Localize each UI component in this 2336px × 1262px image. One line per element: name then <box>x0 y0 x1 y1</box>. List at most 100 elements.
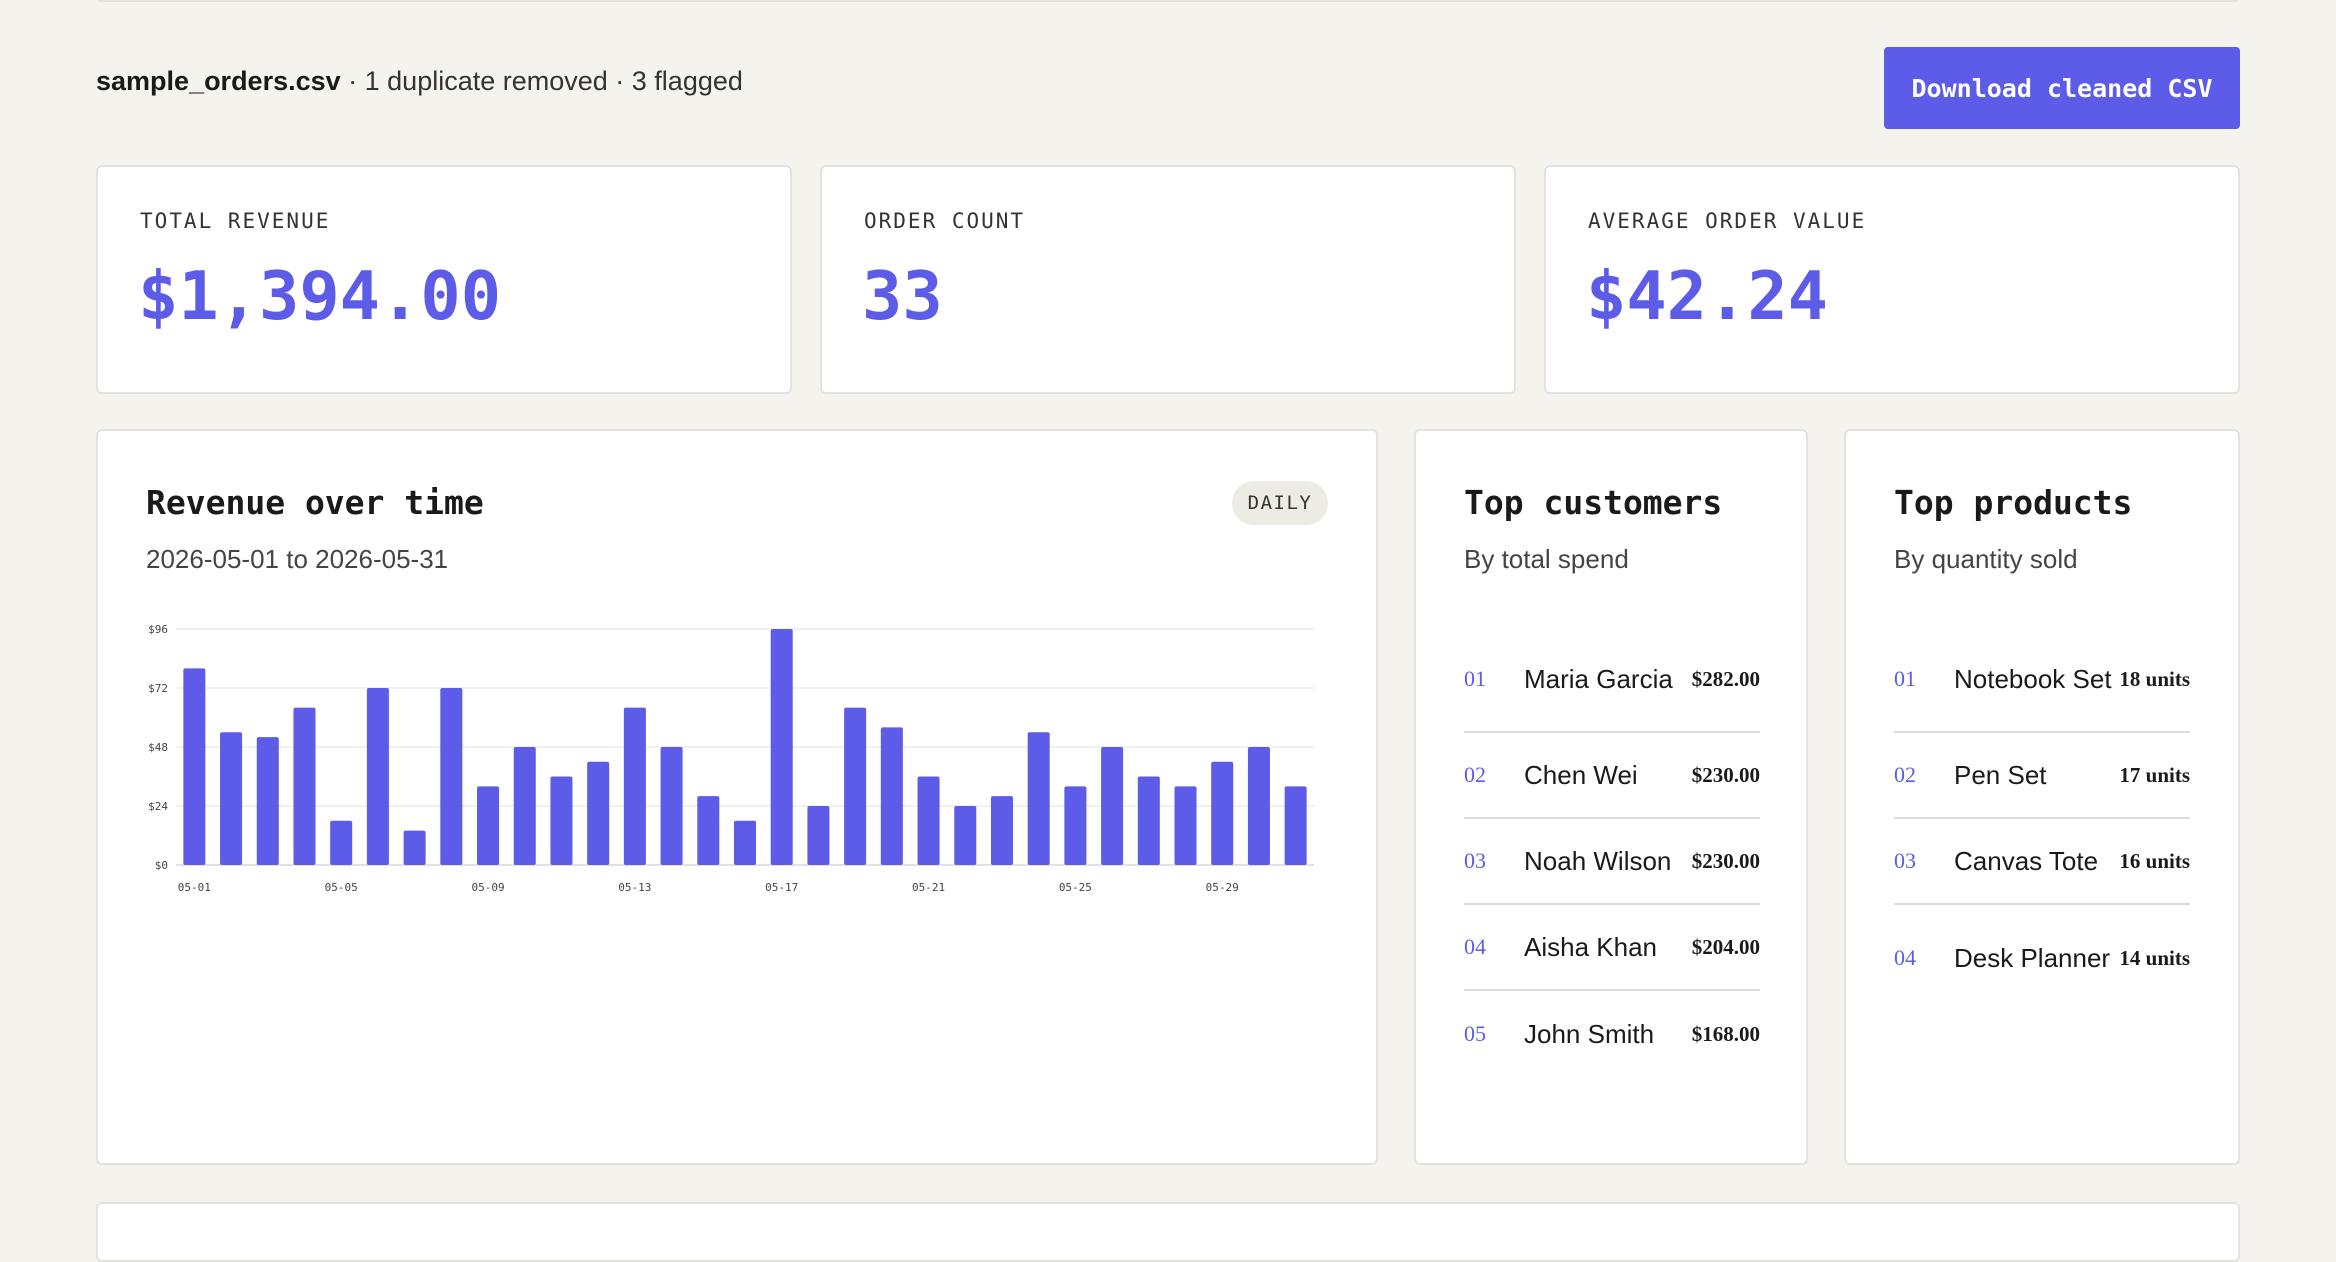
revenue-bar[interactable] <box>513 747 536 865</box>
product-quantity: 14 units <box>2119 945 2190 970</box>
list-item: 04 Aisha Khan $204.00 <box>1464 905 1760 991</box>
product-name: Canvas Tote <box>1954 846 2099 876</box>
customers-subtitle: By total spend <box>1464 544 1629 574</box>
revenue-bar[interactable] <box>1284 786 1307 865</box>
y-tick-label: $24 <box>148 800 168 813</box>
rank-number: 02 <box>1464 762 1486 787</box>
rank-number: 04 <box>1464 934 1486 959</box>
product-quantity: 17 units <box>2119 762 2190 787</box>
x-tick-label: 05-17 <box>765 881 798 894</box>
customer-list: 01 Maria Garcia $282.00 02 Chen Wei $230… <box>1464 627 1760 1077</box>
revenue-bar[interactable] <box>954 806 977 865</box>
list-item: 02 Pen Set 17 units <box>1894 733 2190 819</box>
products-subtitle: By quantity sold <box>1894 544 2078 574</box>
list-item: 05 John Smith $168.00 <box>1464 991 1760 1077</box>
revenue-bar[interactable] <box>733 820 757 865</box>
revenue-bar[interactable] <box>440 688 463 865</box>
revenue-bar[interactable] <box>697 796 720 865</box>
x-tick-label: 05-29 <box>1206 881 1239 894</box>
revenue-bar[interactable] <box>587 761 610 865</box>
x-tick-label: 05-05 <box>325 881 358 894</box>
file-name: sample_orders.csv <box>96 66 341 96</box>
list-item: 03 Canvas Tote 16 units <box>1894 819 2190 905</box>
rank-number: 04 <box>1894 945 1916 970</box>
revenue-bar[interactable] <box>623 707 646 865</box>
customer-name: Chen Wei <box>1524 760 1638 790</box>
customers-title: Top customers <box>1464 483 1723 522</box>
stat-value: $42.24 <box>1586 257 1829 335</box>
revenue-bar-chart: $0 $24 $48 $72 $96 05-01 05-05 05-09 05-13 05-17 0… <box>148 623 1314 894</box>
customer-spend: $204.00 <box>1691 934 1760 959</box>
granularity-badge[interactable]: DAILY <box>1232 481 1328 525</box>
list-item: 01 Maria Garcia $282.00 <box>1464 627 1760 733</box>
x-tick-label: 05-13 <box>618 881 651 894</box>
stat-value: $1,394.00 <box>138 257 502 335</box>
revenue-bar[interactable] <box>1064 786 1087 865</box>
revenue-bar[interactable] <box>880 727 903 865</box>
customer-spend: $230.00 <box>1691 762 1760 787</box>
top-customers-card: Top customers By total spend 01 Maria Ga… <box>1414 429 1808 1165</box>
revenue-bar[interactable] <box>660 747 683 865</box>
product-quantity: 18 units <box>2119 666 2190 691</box>
y-tick-label: $96 <box>148 623 168 636</box>
revenue-bar[interactable] <box>220 732 243 865</box>
revenue-bar[interactable] <box>550 776 573 866</box>
revenue-bar[interactable] <box>330 820 353 865</box>
stat-card-average-order-value: AVERAGE ORDER VALUE $42.24 <box>1544 165 2240 394</box>
revenue-chart-card: Revenue over time 2026-05-01 to 2026-05-… <box>96 429 1378 1165</box>
stat-label: ORDER COUNT <box>864 209 1026 233</box>
revenue-bar[interactable] <box>917 776 940 866</box>
chart-title: Revenue over time <box>146 483 484 522</box>
revenue-bar[interactable] <box>1174 786 1197 865</box>
revenue-bar[interactable] <box>477 786 500 865</box>
revenue-bar[interactable] <box>1247 747 1270 865</box>
rank-number: 02 <box>1894 762 1916 787</box>
list-item: 02 Chen Wei $230.00 <box>1464 733 1760 819</box>
next-section-card <box>96 1202 2240 1262</box>
x-tick-label: 05-21 <box>912 881 945 894</box>
stat-card-total-revenue: TOTAL REVENUE $1,394.00 <box>96 165 792 394</box>
rank-number: 01 <box>1894 666 1916 691</box>
customer-name: Aisha Khan <box>1524 932 1657 962</box>
x-tick-label: 05-25 <box>1059 881 1092 894</box>
chart-date-range: 2026-05-01 to 2026-05-31 <box>146 544 449 574</box>
revenue-bar[interactable] <box>1101 747 1124 865</box>
stat-label: TOTAL REVENUE <box>140 209 331 233</box>
product-name: Desk Planner <box>1954 943 2111 973</box>
customer-name: Maria Garcia <box>1524 664 1673 694</box>
list-item: 04 Desk Planner 14 units <box>1894 905 2190 1011</box>
top-products-card: Top products By quantity sold 01 Noteboo… <box>1844 429 2240 1165</box>
revenue-bar[interactable] <box>256 737 279 865</box>
revenue-bar[interactable] <box>1211 761 1234 865</box>
revenue-bar[interactable] <box>183 668 206 865</box>
customer-spend: $282.00 <box>1691 666 1760 691</box>
product-list: 01 Notebook Set 18 units 02 Pen Set 17 u… <box>1894 627 2190 1011</box>
x-tick-label: 05-01 <box>178 881 211 894</box>
y-tick-label: $0 <box>155 859 168 872</box>
product-quantity: 16 units <box>2119 848 2190 873</box>
stat-value: 33 <box>862 257 943 335</box>
products-title: Top products <box>1894 483 2133 522</box>
revenue-bar[interactable] <box>807 806 830 865</box>
list-item: 01 Notebook Set 18 units <box>1894 627 2190 733</box>
customer-name: Noah Wilson <box>1524 846 1672 876</box>
product-name: Notebook Set <box>1954 664 2112 694</box>
revenue-bar[interactable] <box>293 707 316 865</box>
x-tick-label: 05-09 <box>471 881 504 894</box>
rank-number: 01 <box>1464 666 1486 691</box>
customer-name: John Smith <box>1524 1019 1655 1049</box>
customer-spend: $230.00 <box>1691 848 1760 873</box>
revenue-bar[interactable] <box>990 796 1013 865</box>
y-tick-label: $48 <box>148 741 168 754</box>
revenue-bar[interactable] <box>1137 776 1160 866</box>
file-summary: sample_orders.csv · 1 duplicate removed … <box>96 66 743 97</box>
revenue-bar[interactable] <box>403 830 426 865</box>
revenue-bar[interactable] <box>1027 732 1050 865</box>
revenue-bar[interactable] <box>366 688 389 865</box>
stat-label: AVERAGE ORDER VALUE <box>1588 209 1867 233</box>
download-cleaned-csv-button[interactable]: Download cleaned CSV <box>1884 47 2240 129</box>
list-item: 03 Noah Wilson $230.00 <box>1464 819 1760 905</box>
revenue-bar[interactable] <box>844 707 867 865</box>
revenue-bar[interactable] <box>770 629 793 865</box>
y-tick-label: $72 <box>148 682 168 695</box>
